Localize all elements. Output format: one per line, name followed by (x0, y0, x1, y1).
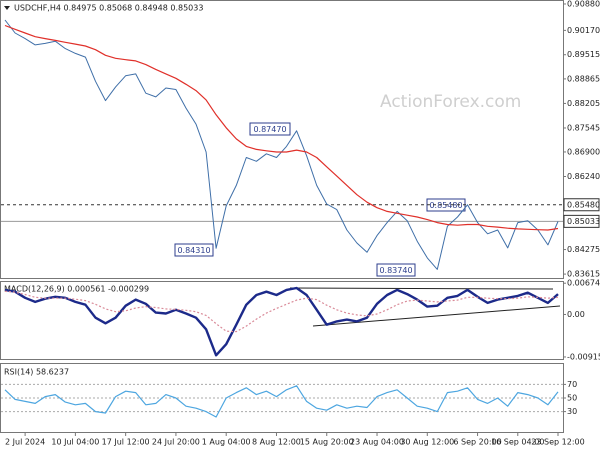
x-tick-label: 23 Aug 04:00 (350, 438, 404, 447)
main-panel (0, 0, 564, 279)
series-line (4, 24, 559, 231)
x-tick-label: 30 Aug 12:00 (400, 438, 454, 447)
x-tick-label: 2 Jul 2024 (5, 438, 45, 447)
rsi-title: RSI(14) 58.6237 (4, 368, 69, 377)
annotation: 0.84310 (177, 246, 210, 255)
y-tick-label: 70 (567, 380, 577, 389)
y-tick-label: 0.90170 (567, 26, 600, 35)
trend-line (312, 305, 561, 327)
watermark: ActionForex.com (380, 92, 521, 112)
price-level-label: 0.85033 (567, 217, 600, 226)
y-tick-label: 0.00 (567, 310, 585, 319)
x-tick-label: 23 Sep 12:00 (531, 438, 584, 447)
annotation: 0.85480 (429, 201, 462, 210)
y-tick-label: 0.88205 (567, 99, 600, 108)
x-tick-label: 17 Jul 12:00 (102, 438, 150, 447)
y-tick-label: 0.86900 (567, 147, 600, 156)
x-tick-label: 6 Sep 20:00 (453, 438, 501, 447)
series-line (4, 286, 559, 357)
y-tick-label: 0.83615 (567, 270, 600, 279)
symbol-icon (4, 6, 10, 10)
y-tick-label: 0.86240 (567, 172, 600, 181)
series-line (4, 290, 559, 333)
x-tick-label: 10 Jul 04:00 (51, 438, 99, 447)
y-tick-label: 0.84275 (567, 245, 600, 254)
annotation: 0.83740 (379, 266, 412, 275)
y-tick-label: 0.87545 (567, 123, 600, 132)
y-tick-label: 0.90880 (567, 0, 600, 8)
price-level-label: 0.85480 (567, 200, 600, 209)
series-line (4, 385, 559, 418)
chart-title: USDCHF,H4 0.84975 0.85068 0.84948 0.8503… (14, 4, 203, 13)
macd-panel (0, 281, 564, 360)
x-tick-label: 15 Aug 20:00 (300, 438, 354, 447)
annotation-box (376, 263, 416, 277)
x-tick-label: 24 Jul 20:00 (152, 438, 200, 447)
macd-title: MACD(12,26,9) 0.000561 -0.000299 (4, 285, 149, 294)
annotation: 0.87470 (253, 125, 286, 134)
x-tick-label: 8 Aug 12:00 (252, 438, 301, 447)
price-level-box (563, 214, 600, 228)
annotation-box (174, 243, 214, 257)
y-tick-label: -0.009159 (567, 352, 600, 361)
y-tick-label: 30 (567, 407, 577, 416)
y-tick-label: 0.006742 (567, 279, 600, 288)
trend-line (289, 287, 554, 290)
y-tick-label: 50 (567, 394, 577, 403)
y-tick-label: 0.88865 (567, 74, 600, 83)
x-tick-label: 16 Sep 04:00 (491, 438, 544, 447)
x-tick-label: 1 Aug 04:00 (202, 438, 251, 447)
y-tick-label: 0.89515 (567, 50, 600, 59)
annotation-box (249, 122, 291, 136)
price-level-box (563, 198, 600, 212)
